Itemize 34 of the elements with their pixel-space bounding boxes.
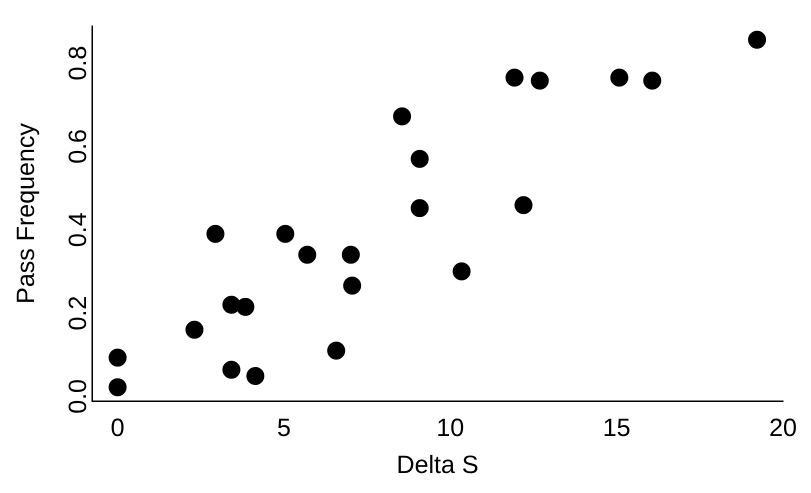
point [506,68,524,87]
point [342,246,360,264]
y-tick-label: 0.0 [64,379,92,414]
y-tick-label: 0.2 [64,296,92,330]
y-tick-label: 0.4 [64,212,92,248]
y-axis-title: Pass Frequency [12,122,40,304]
point [246,367,264,385]
x-tick-label: 5 [277,414,291,442]
point [643,72,662,90]
point [343,276,362,295]
point [185,320,204,339]
point [108,378,127,396]
x-tick-label: 20 [769,414,797,442]
point [514,196,532,214]
x-tick-label: 15 [602,414,631,442]
x-tick-label: 10 [436,414,464,442]
point [276,224,294,243]
x-tick-label: 0 [110,414,125,442]
point [393,107,412,126]
point [327,342,346,360]
point [298,246,316,264]
point [206,224,224,243]
point [236,298,254,316]
point [610,68,628,87]
point [410,150,429,168]
y-tick-label: 0.6 [64,129,92,164]
point [410,199,429,218]
point [530,72,549,90]
point [222,360,240,379]
x-axis-title: Delta S [396,450,478,479]
point [452,262,471,280]
point [748,30,766,49]
y-tick-label: 0.8 [64,46,92,80]
point [108,348,127,367]
